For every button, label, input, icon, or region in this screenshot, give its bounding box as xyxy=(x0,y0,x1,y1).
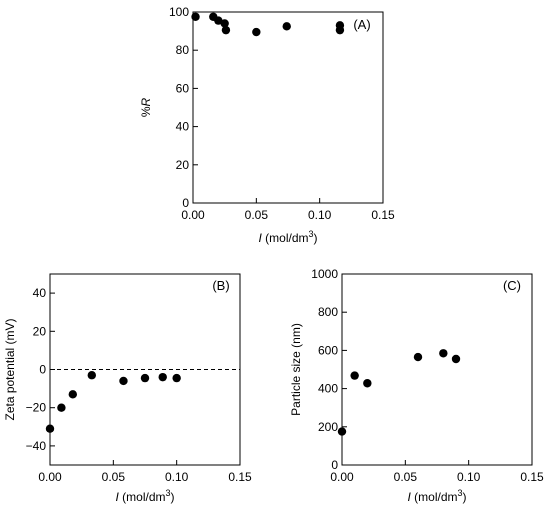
y-tick-label: 400 xyxy=(318,382,338,396)
data-point xyxy=(140,373,150,383)
data-point xyxy=(68,390,78,399)
y-tick-label: 60 xyxy=(176,81,190,95)
x-tick-label: 0.05 xyxy=(394,470,418,484)
y-tick-label: 100 xyxy=(169,5,189,19)
y-axis-label: Particle size (nm) xyxy=(289,323,303,416)
x-tick-label: 0.15 xyxy=(371,208,395,222)
data-point xyxy=(87,371,97,380)
y-axis-variable: R xyxy=(139,98,153,107)
y-tick-label: 600 xyxy=(318,343,338,357)
data-point xyxy=(252,27,261,37)
x-axis-close: ) xyxy=(463,490,467,504)
data-point xyxy=(220,19,229,28)
y-tick-label: −40 xyxy=(26,439,47,453)
data-point xyxy=(119,376,128,386)
data-point xyxy=(350,371,359,380)
x-tick-label: 0.05 xyxy=(245,208,269,222)
y-tick-label: 0 xyxy=(39,363,46,377)
y-tick-label: 200 xyxy=(318,420,338,434)
x-axis-variable: I xyxy=(258,231,262,245)
data-point xyxy=(45,424,55,433)
data-point xyxy=(335,25,345,35)
y-tick-label: 80 xyxy=(176,43,190,57)
panel-a: 0.00 0.05 0.10 0.15 0 20 40 60 80 100 (A) I (mol/dm… xyxy=(139,5,395,245)
data-point xyxy=(191,12,200,21)
x-axis-label: I (mol/dm3) xyxy=(115,488,174,504)
x-axis-superscript: 3 xyxy=(458,488,463,498)
x-axis-unit: (mol/dm xyxy=(262,231,309,245)
y-tick-label: 20 xyxy=(176,158,190,172)
x-axis-superscript: 3 xyxy=(309,229,314,239)
data-point xyxy=(439,349,448,358)
panel-b: 0.00 0.05 0.10 0.15 −40 −20 0 20 40 (B) I (mol/dm3… xyxy=(3,273,252,504)
x-axis-label: I (mol/dm3) xyxy=(407,488,466,504)
x-axis-superscript: 3 xyxy=(166,488,171,498)
y-tick-label: 800 xyxy=(318,305,338,319)
x-tick-label: 0.10 xyxy=(308,208,332,222)
plot-frame xyxy=(192,11,384,204)
x-axis-variable: I xyxy=(115,490,119,504)
x-tick-label: 0.15 xyxy=(520,470,544,484)
y-tick-label: 1000 xyxy=(311,267,338,281)
y-axis-label: %R xyxy=(139,98,153,118)
x-tick-label: 0.00 xyxy=(330,470,354,484)
x-tick-label: 0.00 xyxy=(38,470,62,484)
data-point xyxy=(221,25,231,35)
y-axis-label: Zeta potential (mV) xyxy=(3,318,17,420)
data-point xyxy=(57,403,66,412)
x-tick-label: 0.10 xyxy=(457,470,481,484)
y-tick-label: 40 xyxy=(176,120,190,134)
x-axis-variable: I xyxy=(407,490,411,504)
x-tick-label: 0.15 xyxy=(228,470,252,484)
x-axis-close: ) xyxy=(171,490,175,504)
data-point xyxy=(337,427,347,436)
data-point xyxy=(282,22,291,31)
panel-label: (C) xyxy=(503,278,521,293)
data-point xyxy=(158,372,167,382)
y-tick-label: 20 xyxy=(33,324,47,338)
x-tick-label: 0.10 xyxy=(165,470,189,484)
y-tick-label: 40 xyxy=(33,286,47,300)
data-point xyxy=(413,352,423,362)
y-tick-label: 0 xyxy=(182,196,189,210)
data-point xyxy=(363,379,372,388)
x-tick-label: 0.00 xyxy=(181,208,205,222)
panel-c: 0.00 0.05 0.10 0.15 0 200 400 600 800 1000 (C) I (m… xyxy=(289,267,544,504)
x-axis-unit: (mol/dm xyxy=(119,490,166,504)
y-tick-label: 0 xyxy=(331,458,338,472)
x-tick-label: 0.05 xyxy=(102,470,126,484)
x-axis-label: I (mol/dm3) xyxy=(258,229,317,245)
y-tick-label: −20 xyxy=(26,401,47,415)
data-point xyxy=(451,354,461,364)
plot-frame xyxy=(341,273,533,466)
x-axis-unit: (mol/dm xyxy=(411,490,458,504)
data-point xyxy=(214,16,223,25)
y-axis-prefix: % xyxy=(139,106,153,117)
panel-label: (A) xyxy=(353,17,370,32)
x-axis-close: ) xyxy=(314,231,318,245)
data-point xyxy=(172,373,181,383)
panel-label: (B) xyxy=(212,278,229,293)
